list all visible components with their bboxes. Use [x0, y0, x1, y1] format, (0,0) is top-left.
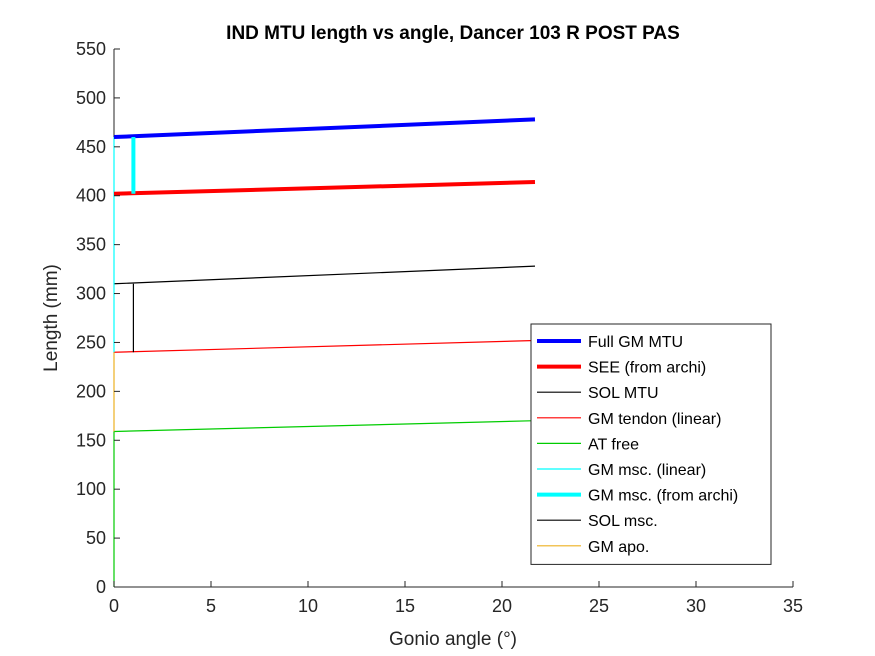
legend-box [530, 323, 772, 565]
legend-label: GM msc. (linear) [588, 462, 706, 479]
x-axis-title: Gonio angle (°) [389, 629, 517, 650]
x-tick-label: 15 [395, 596, 415, 616]
legend-label: SOL MTU [588, 385, 659, 402]
series-line-gm-tendon-linear [113, 339, 535, 353]
series-line-see-from-archi [113, 180, 536, 196]
y-tick-label: 300 [76, 284, 106, 304]
y-tick-label: 350 [76, 235, 106, 255]
y-tick-label: 400 [76, 186, 106, 206]
legend-label: GM msc. (from archi) [588, 488, 738, 505]
y-tick-label: 50 [86, 528, 106, 548]
x-tick-label: 30 [686, 596, 706, 616]
y-tick-label: 200 [76, 381, 106, 401]
y-tick-label: 250 [76, 332, 106, 352]
legend-label: SOL msc. [588, 513, 658, 530]
chart-title: IND MTU length vs angle, Dancer 103 R PO… [226, 23, 680, 44]
series-line-full-gm-mtu [113, 117, 536, 140]
y-tick-label: 100 [76, 479, 106, 499]
y-tick-label: 450 [76, 137, 106, 157]
y-tick-label: 500 [76, 88, 106, 108]
series-line-sol-mtu [113, 265, 536, 285]
x-tick-label: 20 [492, 596, 512, 616]
y-tick-label: 550 [76, 39, 106, 59]
legend-label: Full GM MTU [588, 334, 683, 351]
y-tick-label: 150 [76, 430, 106, 450]
legend-label: GM apo. [588, 539, 649, 556]
legend: Full GM MTU SEE (from archi) SOL MTU GM ten… [530, 323, 772, 565]
x-tick-label: 0 [109, 596, 119, 616]
legend-label: AT free [588, 436, 639, 453]
series-line-at-free [113, 420, 535, 433]
y-tick-label: 0 [96, 577, 106, 597]
y-axis-title: Length (mm) [41, 264, 62, 372]
x-tick-label: 5 [206, 596, 216, 616]
legend-label: SEE (from archi) [588, 360, 706, 377]
x-tick-label: 10 [298, 596, 318, 616]
legend-label: GM tendon (linear) [588, 411, 721, 428]
x-tick-label: 25 [589, 596, 609, 616]
x-tick-label: 35 [783, 596, 803, 616]
